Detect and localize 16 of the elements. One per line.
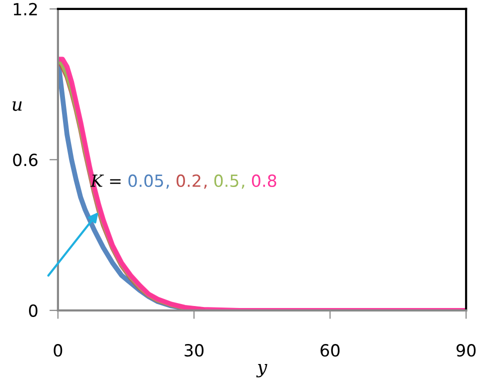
annotation: , (166, 184, 169, 189)
x-axis-title: y (256, 364, 268, 378)
y-tick-label: 0.6 (13, 154, 38, 166)
x-tick-label: 90 (456, 344, 476, 357)
text: 0.8 (252, 174, 276, 188)
x-tick-label: 30 (184, 344, 204, 357)
text: 0.5 (214, 174, 238, 188)
text: , (242, 184, 244, 189)
x-tick-label: 0 (54, 344, 62, 357)
text: 0.2 (176, 174, 200, 188)
x-tick-label: 60 (320, 344, 340, 357)
y-axis-title: u (12, 101, 22, 111)
text: 0.05 (128, 174, 164, 188)
y-tick-label: 1.2 (14, 2, 37, 16)
text: , (204, 184, 207, 189)
y-tick-label: 0 (29, 304, 38, 317)
